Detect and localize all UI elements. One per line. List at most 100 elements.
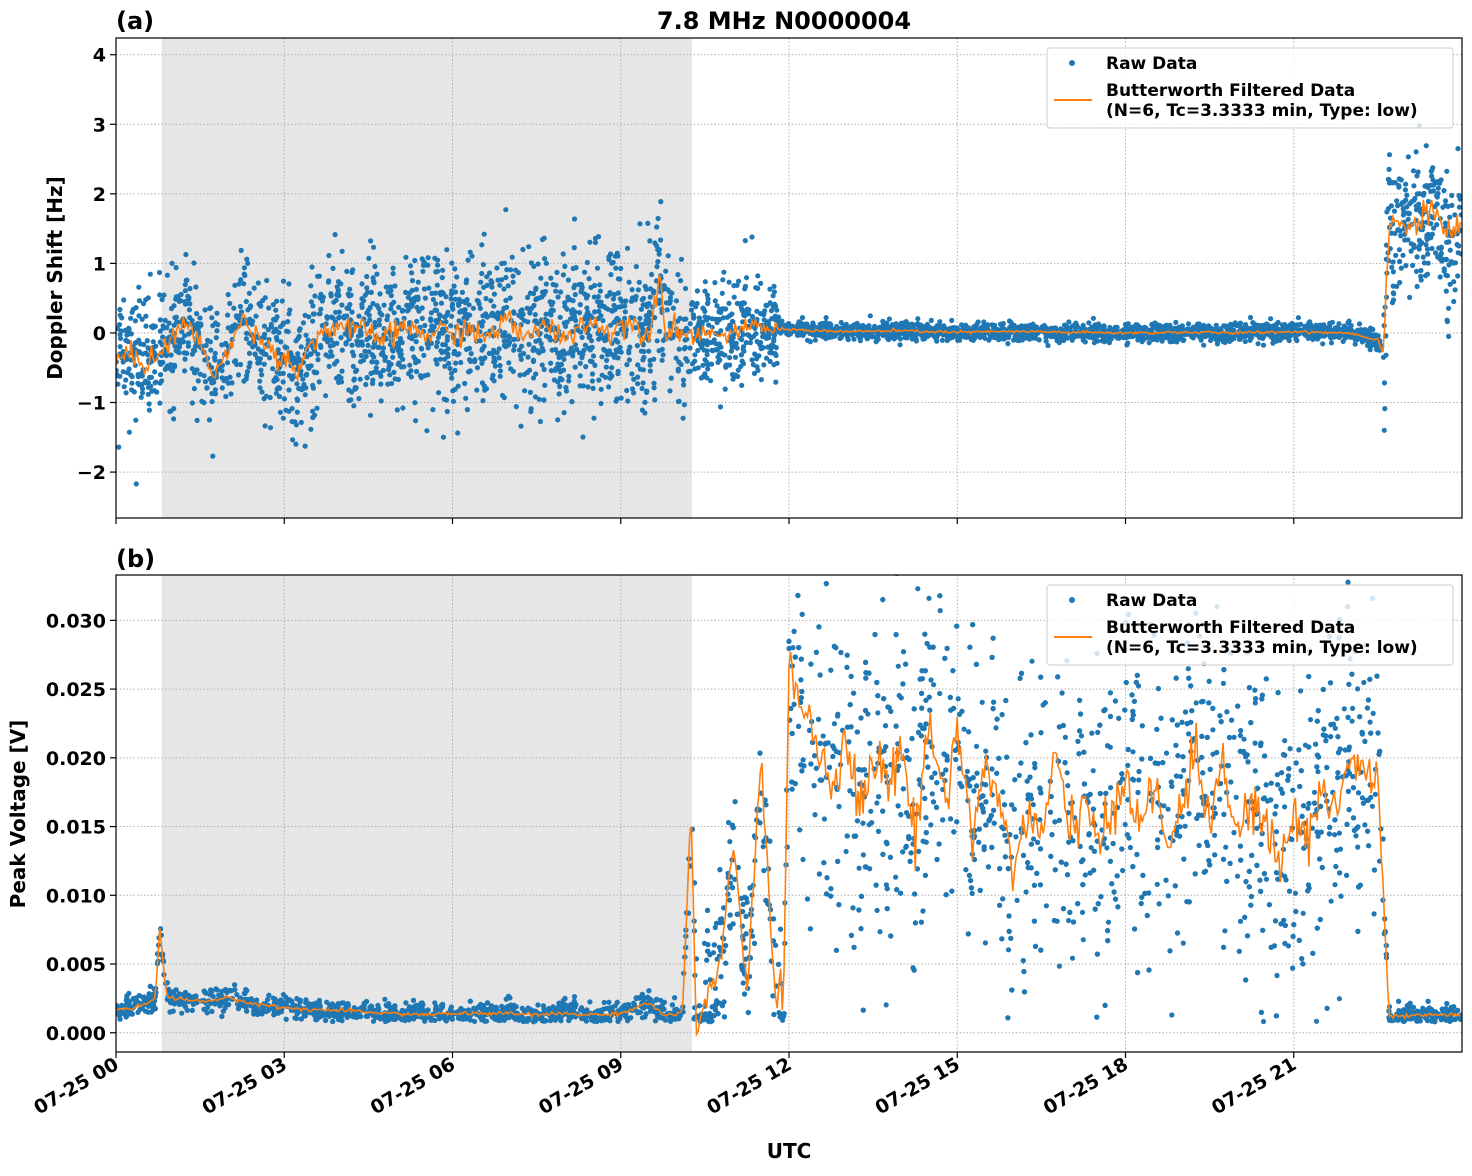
raw-point <box>311 386 316 391</box>
raw-point <box>1274 339 1279 344</box>
raw-point <box>652 385 657 390</box>
raw-point <box>456 384 461 389</box>
raw-point <box>590 378 595 383</box>
raw-point <box>662 284 667 289</box>
raw-point <box>422 286 427 291</box>
raw-point <box>759 346 764 351</box>
raw-point <box>479 323 484 328</box>
raw-point <box>1189 327 1194 332</box>
raw-point <box>557 384 562 389</box>
raw-point <box>294 422 299 427</box>
raw-point <box>190 400 195 405</box>
raw-point <box>548 312 553 317</box>
raw-point <box>234 992 239 997</box>
raw-point <box>333 310 338 315</box>
raw-point <box>323 393 328 398</box>
raw-point <box>1429 174 1434 179</box>
raw-point <box>422 323 427 328</box>
raw-point <box>196 378 201 383</box>
raw-point <box>415 295 420 300</box>
raw-point <box>114 373 119 378</box>
raw-point <box>1369 341 1374 346</box>
raw-point <box>657 329 662 334</box>
raw-point <box>392 310 397 315</box>
raw-point <box>648 368 653 373</box>
raw-point <box>743 238 748 243</box>
raw-point <box>205 338 210 343</box>
raw-point <box>1320 341 1325 346</box>
raw-point <box>238 362 243 367</box>
raw-point <box>1037 337 1042 342</box>
raw-point <box>208 348 213 353</box>
raw-point <box>674 298 679 303</box>
raw-point <box>440 275 445 280</box>
raw-point <box>1439 177 1444 182</box>
raw-point <box>1031 836 1036 841</box>
raw-point <box>419 375 424 380</box>
raw-point <box>868 313 873 318</box>
raw-point <box>145 338 150 343</box>
raw-point <box>666 253 671 258</box>
raw-point <box>464 280 469 285</box>
raw-point <box>213 387 218 392</box>
raw-point <box>192 370 197 375</box>
raw-point <box>627 280 632 285</box>
raw-point <box>1403 263 1408 268</box>
raw-point <box>679 257 684 262</box>
raw-point <box>262 324 267 329</box>
raw-point <box>480 346 485 351</box>
raw-point <box>281 416 286 421</box>
raw-point <box>592 363 597 368</box>
raw-point <box>690 361 695 366</box>
raw-point <box>369 290 374 295</box>
raw-point <box>765 345 770 350</box>
raw-point <box>382 358 387 363</box>
raw-point <box>1213 337 1218 342</box>
raw-point <box>364 285 369 290</box>
raw-point <box>194 311 199 316</box>
raw-point <box>420 256 425 261</box>
raw-point <box>1391 291 1396 296</box>
raw-point <box>739 383 744 388</box>
raw-point <box>1256 341 1261 346</box>
raw-point <box>1425 272 1430 277</box>
raw-point <box>328 291 333 296</box>
raw-point <box>1333 864 1338 869</box>
raw-point <box>122 384 127 389</box>
raw-point <box>1411 168 1416 173</box>
raw-point <box>118 332 123 337</box>
y-tick-label: 0.005 <box>46 954 106 976</box>
raw-point <box>703 279 708 284</box>
raw-point <box>1403 182 1408 187</box>
raw-point <box>651 381 656 386</box>
raw-point <box>1414 149 1419 154</box>
raw-point <box>387 364 392 369</box>
raw-point <box>519 315 524 320</box>
raw-point <box>663 269 668 274</box>
raw-point <box>622 303 627 308</box>
raw-point <box>1391 269 1396 274</box>
raw-point <box>400 405 405 410</box>
raw-point <box>439 290 444 295</box>
raw-point <box>146 392 151 397</box>
raw-point <box>1442 269 1447 274</box>
raw-point <box>292 359 297 364</box>
raw-point <box>537 337 542 342</box>
raw-point <box>256 346 261 351</box>
raw-point <box>317 274 322 279</box>
raw-point <box>1264 322 1269 327</box>
raw-point <box>609 373 614 378</box>
raw-point <box>980 700 985 705</box>
raw-point <box>533 371 538 376</box>
raw-point <box>140 390 145 395</box>
y-tick-label: 0.000 <box>46 1023 106 1045</box>
raw-point <box>1274 829 1279 834</box>
raw-point <box>536 295 541 300</box>
raw-point <box>1387 152 1392 157</box>
raw-point <box>419 346 424 351</box>
raw-point <box>464 347 469 352</box>
raw-point <box>773 380 778 385</box>
raw-point <box>377 317 382 322</box>
raw-point <box>701 306 706 311</box>
raw-point <box>264 278 269 283</box>
